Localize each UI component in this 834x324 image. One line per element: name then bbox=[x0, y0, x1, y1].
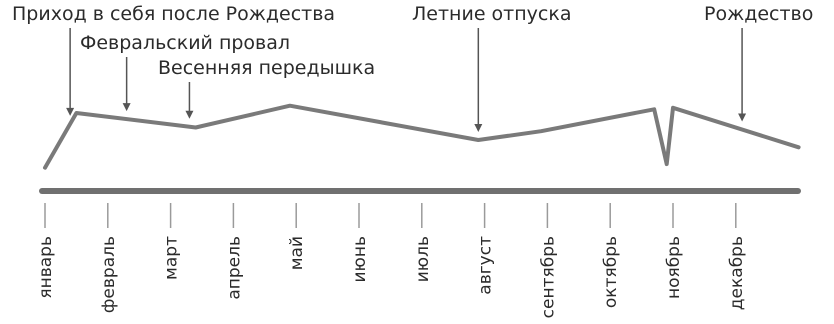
annotation-label: Февральский провал bbox=[80, 32, 290, 54]
annotation-arrowhead bbox=[474, 123, 483, 132]
month-label: август bbox=[476, 236, 496, 295]
month-label: июль bbox=[413, 236, 433, 282]
month-label: сентябрь bbox=[538, 236, 558, 318]
annotations: Приход в себя после Рождества Февральский… bbox=[12, 3, 813, 132]
annotation-arrowhead bbox=[738, 113, 747, 122]
annotation-arrowhead bbox=[122, 103, 131, 112]
annotation-label: Рождество bbox=[704, 3, 813, 25]
annotation-arrowhead bbox=[66, 107, 75, 116]
annotation-arrowhead bbox=[185, 110, 194, 119]
month-label: май bbox=[287, 236, 307, 270]
month-label: апрель bbox=[224, 236, 244, 300]
series-layer bbox=[43, 103, 801, 170]
month-label: март bbox=[162, 236, 182, 280]
month-label: ноябрь bbox=[664, 236, 684, 299]
month-label: январь bbox=[36, 236, 56, 299]
series-line bbox=[43, 103, 801, 170]
annotation-label: Приход в себя после Рождества bbox=[12, 3, 335, 25]
month-label: декабрь bbox=[727, 236, 747, 310]
month-ticks bbox=[44, 203, 737, 228]
month-label: февраль bbox=[99, 236, 119, 313]
month-label: октябрь bbox=[601, 236, 621, 308]
annotation-label: Летние отпуска bbox=[412, 3, 571, 25]
annotation-label: Весенняя передышка bbox=[158, 57, 375, 79]
month-label: июнь bbox=[350, 236, 370, 283]
month-labels: январь февраль март апрель май июнь июль август… bbox=[36, 236, 747, 318]
